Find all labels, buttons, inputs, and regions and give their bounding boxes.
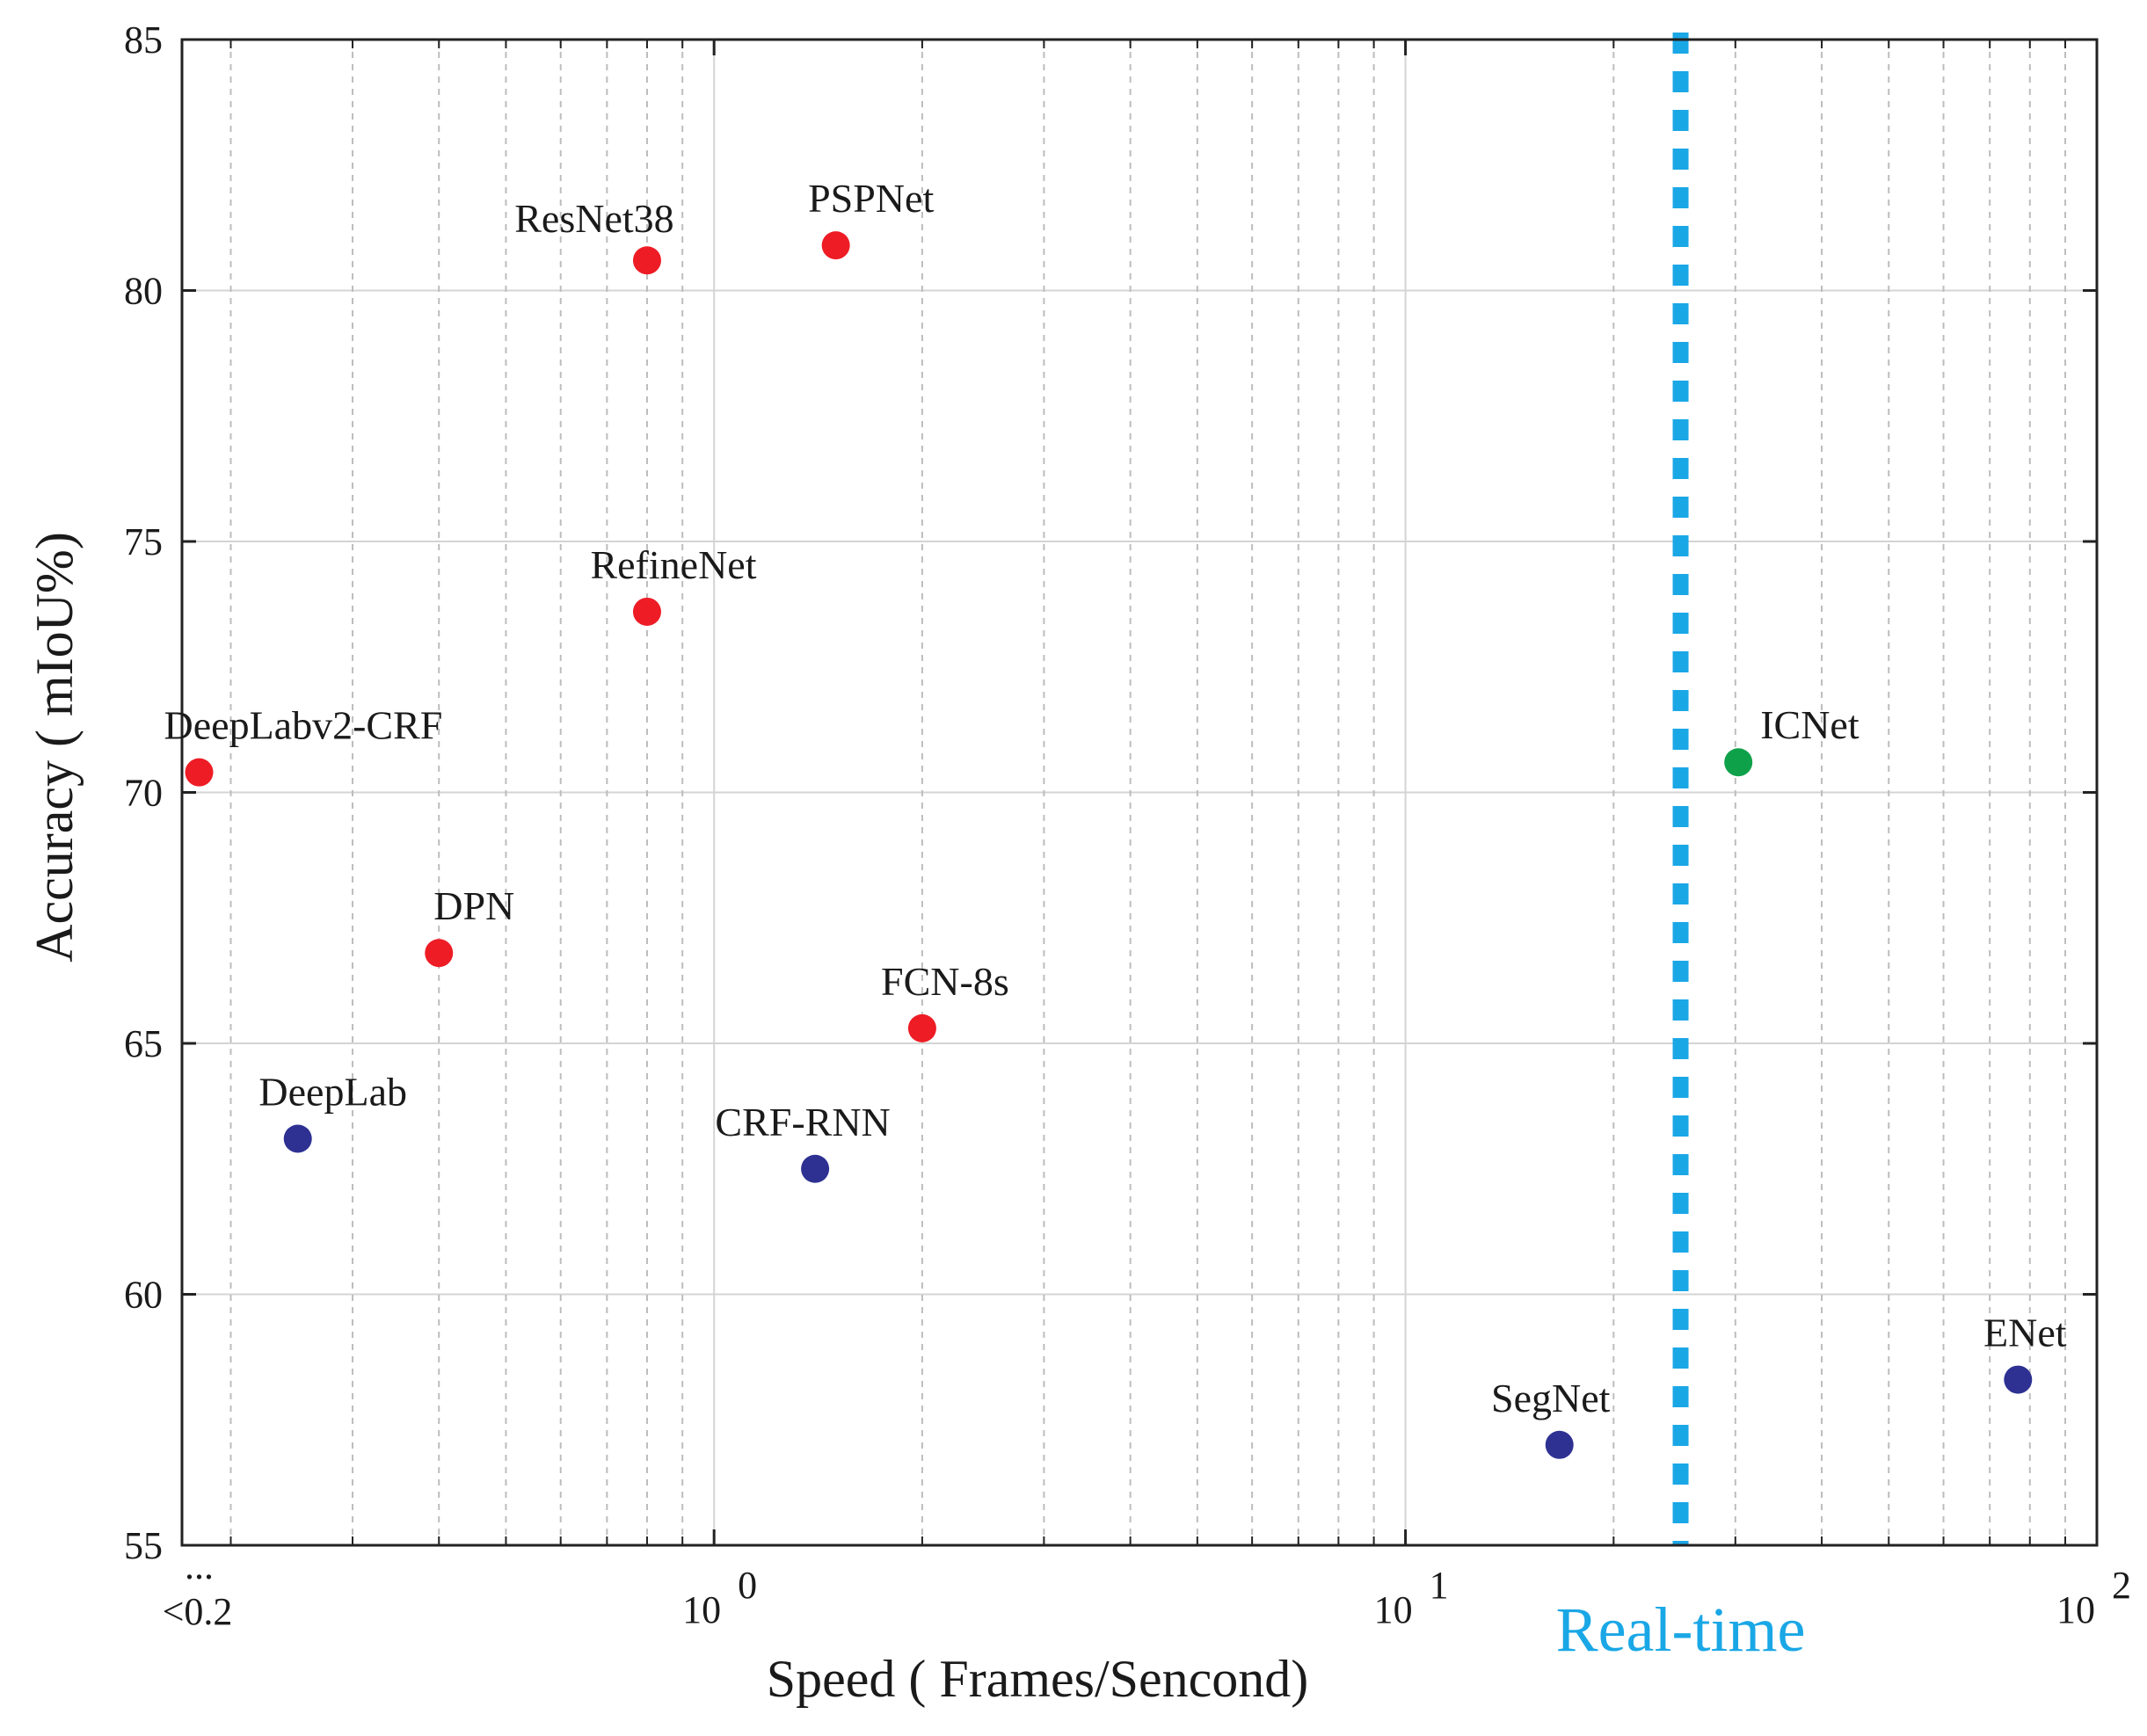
y-tick-label: 55 (124, 1524, 163, 1567)
y-tick-label: 85 (124, 18, 163, 62)
data-label-segnet: SegNet (1491, 1376, 1611, 1420)
data-point-refinenet (632, 597, 661, 626)
data-point-pspnet (821, 231, 850, 260)
data-point-crf-rnn (801, 1154, 830, 1183)
data-point-dpn (425, 939, 454, 968)
y-tick-label: 70 (124, 772, 163, 815)
data-label-deeplab: DeepLab (258, 1069, 407, 1114)
data-label-fcn-8s: FCN-8s (881, 959, 1009, 1004)
x-tick-exponent: 1 (1430, 1564, 1449, 1607)
data-label-deeplabv2-crf: DeepLabv2-CRF (164, 703, 443, 748)
data-label-icnet: ICNet (1760, 702, 1860, 747)
data-point-fcn-8s (907, 1013, 936, 1042)
x-tick-label: 10 (1374, 1588, 1413, 1631)
y-axis-title: Accuracy ( mIoU%) (25, 532, 84, 962)
data-label-enet: ENet (1983, 1311, 2067, 1355)
realtime-label: Real-time (1556, 1594, 1806, 1665)
y-tick-label: 60 (124, 1274, 163, 1317)
data-label-resnet38: ResNet38 (514, 196, 673, 241)
x-tick-exponent: 2 (2112, 1564, 2131, 1607)
realtime-layer: Real-time (1556, 33, 1806, 1665)
x-tick-label: <0.2 (163, 1590, 233, 1633)
data-point-deeplab (283, 1124, 312, 1153)
y-tick-label: 80 (124, 270, 163, 313)
x-axis-title: Speed ( Frames/Sencond) (767, 1650, 1309, 1708)
axis-break-marker: ... (185, 1544, 214, 1587)
x-tick-label: 10 (2056, 1588, 2095, 1631)
point-layer: ResNet38 PSPNet RefineNet DeepLabv2-CRF DPN F… (164, 176, 2067, 1459)
data-point-enet (2004, 1365, 2033, 1394)
x-tick-exponent: 0 (738, 1564, 757, 1607)
data-point-segnet (1545, 1430, 1574, 1459)
data-label-crf-rnn: CRF-RNN (715, 1100, 890, 1144)
data-label-dpn: DPN (433, 883, 514, 928)
y-tick-label: 75 (124, 520, 163, 563)
data-label-refinenet: RefineNet (590, 542, 756, 587)
x-tick-label: 10 (682, 1588, 721, 1631)
data-label-pspnet: PSPNet (808, 176, 934, 221)
data-point-deeplabv2-crf (185, 758, 214, 787)
grid-layer (182, 40, 2097, 1545)
tick-layer: 55 60 65 70 75 80 85 <0.2 10 0 10 1 10 2... (124, 18, 2131, 1633)
y-tick-label: 65 (124, 1022, 163, 1065)
data-point-resnet38 (632, 246, 661, 275)
data-point-icnet (1724, 748, 1753, 777)
